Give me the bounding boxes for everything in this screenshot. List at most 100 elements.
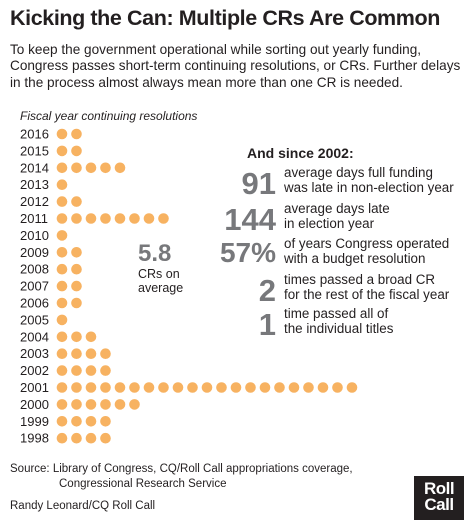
cr-dot	[85, 399, 97, 410]
cr-dot	[100, 416, 111, 427]
cr-dot	[56, 416, 68, 427]
stat-text-line1: time passed all of	[284, 306, 389, 321]
cr-dot	[100, 382, 111, 393]
stat-number: 1	[258, 307, 276, 342]
cr-dot	[71, 348, 82, 360]
cr-dot	[201, 382, 213, 393]
stat-number: 57%	[219, 237, 276, 268]
cr-dot	[56, 230, 68, 241]
cr-dot	[332, 382, 343, 393]
cr-dot	[71, 247, 82, 258]
cr-dot	[259, 382, 271, 393]
cr-dot	[158, 382, 169, 393]
stat-item: 144 average days late in election year	[0, 201, 389, 237]
cr-dot	[71, 432, 82, 444]
average-value: 5.8	[138, 240, 172, 267]
cr-dot	[56, 432, 68, 444]
roll-call-logo: Roll Call	[414, 476, 464, 520]
average-label: CRs on average	[138, 267, 184, 295]
cr-dot	[187, 382, 198, 393]
cr-dot	[85, 331, 97, 343]
stat-text-line2: was late in non-election year	[284, 180, 454, 195]
cr-dot	[56, 314, 68, 326]
cr-dot	[71, 297, 82, 309]
stat-text-line2: for the rest of the fiscal year	[284, 287, 450, 302]
cr-dot	[129, 399, 140, 410]
cr-dot	[100, 348, 111, 360]
cr-dot	[114, 382, 126, 393]
year-label: 2009	[20, 245, 49, 260]
stat-number: 144	[224, 202, 276, 237]
year-label: 2014	[20, 160, 49, 175]
cr-dot	[71, 145, 82, 157]
year-label: 2010	[20, 228, 49, 243]
cr-dot	[56, 162, 68, 174]
cr-dot	[71, 196, 82, 207]
cr-dot	[71, 416, 82, 427]
stat-text-line1: times passed a broad CR	[284, 272, 436, 287]
cr-dot	[114, 162, 126, 174]
cr-dot	[71, 213, 82, 224]
cr-dot	[85, 213, 97, 224]
cr-dot	[71, 382, 82, 393]
cr-dot	[288, 382, 300, 393]
credit: Randy Leonard/CQ Roll Call	[10, 500, 156, 512]
year-label: 2016	[20, 127, 49, 142]
year-label: 1998	[20, 431, 49, 446]
stat-text-line1: of years Congress operated	[284, 236, 450, 251]
source-line: Source: Library of Congress, CQ/Roll Cal…	[10, 463, 353, 475]
since-heading: And since 2002:	[247, 145, 354, 161]
cr-dot	[56, 297, 68, 309]
year-label: 2000	[20, 397, 49, 412]
cr-dot	[85, 348, 97, 360]
stat-item: 57% of years Congress operated with a bu…	[0, 236, 449, 271]
year-label: 2006	[20, 296, 49, 311]
cr-dot	[71, 263, 82, 275]
intro-text: To keep the government operational while…	[10, 42, 461, 90]
cr-dot	[56, 263, 68, 275]
source-line: Congressional Research Service	[59, 477, 227, 490]
cr-dot	[56, 348, 68, 360]
cr-dot	[85, 416, 97, 427]
cr-dot	[56, 280, 68, 292]
year-label: 2005	[20, 312, 49, 327]
cr-dot	[56, 196, 68, 207]
cr-dot	[143, 213, 155, 224]
cr-dot	[56, 331, 68, 343]
stat-number: 91	[241, 166, 276, 201]
cr-dot	[100, 365, 111, 376]
cr-dot	[114, 213, 126, 224]
cr-dot	[158, 213, 169, 224]
cr-dot	[317, 382, 329, 393]
year-label: 2013	[20, 177, 49, 192]
cr-dot	[303, 382, 314, 393]
logo-line: Roll	[423, 479, 455, 498]
cr-dot	[56, 365, 68, 376]
cr-dot	[100, 432, 111, 444]
cr-dot	[56, 213, 68, 224]
stat-text-line2: the individual titles	[284, 321, 394, 336]
cr-dot	[85, 365, 97, 376]
cr-dot	[71, 399, 82, 410]
cr-dot	[100, 162, 111, 174]
cr-dot	[129, 382, 140, 393]
cr-dot	[56, 382, 68, 393]
cr-dot	[85, 162, 97, 174]
cr-dot	[85, 382, 97, 393]
cr-dot	[114, 399, 126, 410]
year-label: 2003	[20, 346, 49, 361]
year-label: 2004	[20, 329, 49, 344]
stat-item: 1 time passed all of the individual titl…	[0, 306, 394, 342]
cr-dot	[245, 382, 256, 393]
stat-item: 91 average days full funding was late in…	[0, 165, 454, 201]
cr-dot	[143, 382, 155, 393]
average-annotation: 5.8 CRs on average	[138, 240, 208, 296]
year-label: 2015	[20, 143, 49, 158]
stat-text-line1: average days late	[284, 201, 390, 216]
stat-number: 2	[258, 273, 276, 308]
year-label: 2007	[20, 279, 49, 294]
cr-dot	[172, 382, 184, 393]
cr-dot	[85, 432, 97, 444]
cr-dot	[56, 179, 68, 190]
